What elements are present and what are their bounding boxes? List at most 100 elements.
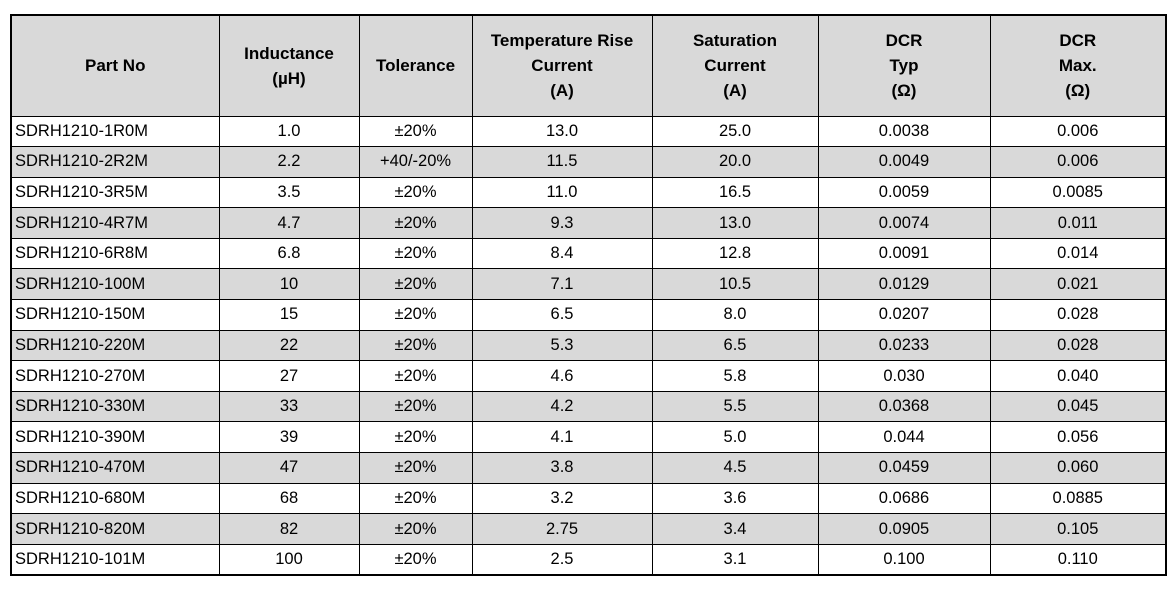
- dcr-max-cell: 0.056: [989, 421, 1167, 454]
- column-header-line: (A): [723, 81, 747, 101]
- table-row: SDRH1210-3R5M 3.5 ±20% 11.0 16.5 0.0059 0.0085: [10, 176, 1167, 209]
- temperature-rise-current-cell: 11.5: [471, 146, 653, 178]
- part-no-cell: SDRH1210-330M: [10, 390, 220, 423]
- table-row: SDRH1210-470M 47 ±20% 3.8 4.5 0.0459 0.060: [10, 452, 1167, 484]
- part-no-cell: SDRH1210-100M: [10, 268, 220, 301]
- table-header: Part No Inductance (µH) Tolerance Temperatur…: [10, 14, 1167, 117]
- dcr-max-cell: 0.021: [989, 268, 1167, 301]
- column-header-tolerance: Tolerance: [358, 14, 473, 117]
- temperature-rise-current-cell: 4.1: [471, 421, 653, 454]
- tolerance-cell: ±20%: [358, 299, 473, 331]
- table-row: SDRH1210-100M 10 ±20% 7.1 10.5 0.0129 0.021: [10, 268, 1167, 301]
- column-header-part-no: Part No: [10, 14, 220, 117]
- column-header-line: (µH): [272, 68, 306, 88]
- temperature-rise-current-cell: 7.1: [471, 268, 653, 301]
- dcr-typ-cell: 0.0368: [817, 390, 991, 423]
- temperature-rise-current-cell: 3.2: [471, 482, 653, 515]
- dcr-typ-cell: 0.0059: [817, 176, 991, 209]
- inductance-cell: 22: [218, 329, 360, 362]
- saturation-current-cell: 25.0: [651, 115, 819, 148]
- inductance-cell: 4.7: [218, 207, 360, 239]
- saturation-current-cell: 5.0: [651, 421, 819, 454]
- dcr-max-cell: 0.0885: [989, 482, 1167, 515]
- tolerance-cell: ±20%: [358, 452, 473, 484]
- tolerance-cell: ±20%: [358, 543, 473, 576]
- temperature-rise-current-cell: 4.6: [471, 360, 653, 392]
- part-no-cell: SDRH1210-101M: [10, 543, 220, 576]
- temperature-rise-current-cell: 13.0: [471, 115, 653, 148]
- tolerance-cell: ±20%: [358, 329, 473, 362]
- dcr-max-cell: 0.0085: [989, 176, 1167, 209]
- saturation-current-cell: 12.8: [651, 237, 819, 270]
- dcr-max-cell: 0.105: [989, 513, 1167, 545]
- header-row: Part No Inductance (µH) Tolerance Temperatur…: [10, 14, 1167, 117]
- dcr-max-cell: 0.040: [989, 360, 1167, 392]
- dcr-typ-cell: 0.0091: [817, 237, 991, 270]
- dcr-typ-cell: 0.0686: [817, 482, 991, 515]
- temperature-rise-current-cell: 9.3: [471, 207, 653, 239]
- inductance-cell: 2.2: [218, 146, 360, 178]
- column-header-line: Inductance: [244, 43, 334, 63]
- part-no-cell: SDRH1210-4R7M: [10, 207, 220, 239]
- column-header-line: Current: [531, 56, 593, 76]
- dcr-max-cell: 0.028: [989, 329, 1167, 362]
- tolerance-cell: ±20%: [358, 237, 473, 270]
- dcr-max-cell: 0.028: [989, 299, 1167, 331]
- column-header-temperature-rise-current: Temperature Rise Current (A): [471, 14, 653, 117]
- part-no-cell: SDRH1210-150M: [10, 299, 220, 331]
- temperature-rise-current-cell: 5.3: [471, 329, 653, 362]
- column-header-dcr-typ: DCR Typ (Ω): [817, 14, 991, 117]
- inductance-cell: 47: [218, 452, 360, 484]
- dcr-max-cell: 0.006: [989, 115, 1167, 148]
- column-header-line: (Ω): [891, 81, 917, 101]
- tolerance-cell: ±20%: [358, 176, 473, 209]
- dcr-typ-cell: 0.0233: [817, 329, 991, 362]
- saturation-current-cell: 8.0: [651, 299, 819, 331]
- column-header-line: Part No: [85, 56, 146, 76]
- tolerance-cell: +40/-20%: [358, 146, 473, 178]
- dcr-max-cell: 0.006: [989, 146, 1167, 178]
- tolerance-cell: ±20%: [358, 513, 473, 545]
- tolerance-cell: ±20%: [358, 421, 473, 454]
- dcr-typ-cell: 0.030: [817, 360, 991, 392]
- column-header-line: Temperature Rise: [490, 31, 634, 51]
- dcr-max-cell: 0.060: [989, 452, 1167, 484]
- column-header-line: Max.: [1058, 56, 1097, 76]
- part-no-cell: SDRH1210-6R8M: [10, 237, 220, 270]
- temperature-rise-current-cell: 2.5: [471, 543, 653, 576]
- inductance-cell: 3.5: [218, 176, 360, 209]
- tolerance-cell: ±20%: [358, 360, 473, 392]
- dcr-max-cell: 0.045: [989, 390, 1167, 423]
- table-row: SDRH1210-4R7M 4.7 ±20% 9.3 13.0 0.0074 0.011: [10, 207, 1167, 239]
- column-header-saturation-current: Saturation Current (A): [651, 14, 819, 117]
- part-no-cell: SDRH1210-1R0M: [10, 115, 220, 148]
- table-row: SDRH1210-2R2M 2.2 +40/-20% 11.5 20.0 0.0049 0.…: [10, 146, 1167, 178]
- tolerance-cell: ±20%: [358, 390, 473, 423]
- dcr-typ-cell: 0.0049: [817, 146, 991, 178]
- part-no-cell: SDRH1210-390M: [10, 421, 220, 454]
- dcr-typ-cell: 0.0074: [817, 207, 991, 239]
- saturation-current-cell: 3.4: [651, 513, 819, 545]
- column-header-line: (A): [550, 81, 574, 101]
- part-no-cell: SDRH1210-820M: [10, 513, 220, 545]
- part-no-cell: SDRH1210-2R2M: [10, 146, 220, 178]
- dcr-typ-cell: 0.0129: [817, 268, 991, 301]
- dcr-max-cell: 0.110: [989, 543, 1167, 576]
- dcr-typ-cell: 0.0207: [817, 299, 991, 331]
- dcr-typ-cell: 0.044: [817, 421, 991, 454]
- tolerance-cell: ±20%: [358, 482, 473, 515]
- part-no-cell: SDRH1210-270M: [10, 360, 220, 392]
- column-header-line: Typ: [889, 56, 919, 76]
- column-header-line: Saturation: [692, 31, 778, 51]
- part-no-cell: SDRH1210-680M: [10, 482, 220, 515]
- inductance-cell: 10: [218, 268, 360, 301]
- saturation-current-cell: 10.5: [651, 268, 819, 301]
- saturation-current-cell: 5.5: [651, 390, 819, 423]
- dcr-typ-cell: 0.0038: [817, 115, 991, 148]
- inductance-cell: 1.0: [218, 115, 360, 148]
- temperature-rise-current-cell: 8.4: [471, 237, 653, 270]
- temperature-rise-current-cell: 2.75: [471, 513, 653, 545]
- column-header-line: Current: [704, 56, 766, 76]
- column-header-line: DCR: [1059, 31, 1097, 51]
- inductance-cell: 27: [218, 360, 360, 392]
